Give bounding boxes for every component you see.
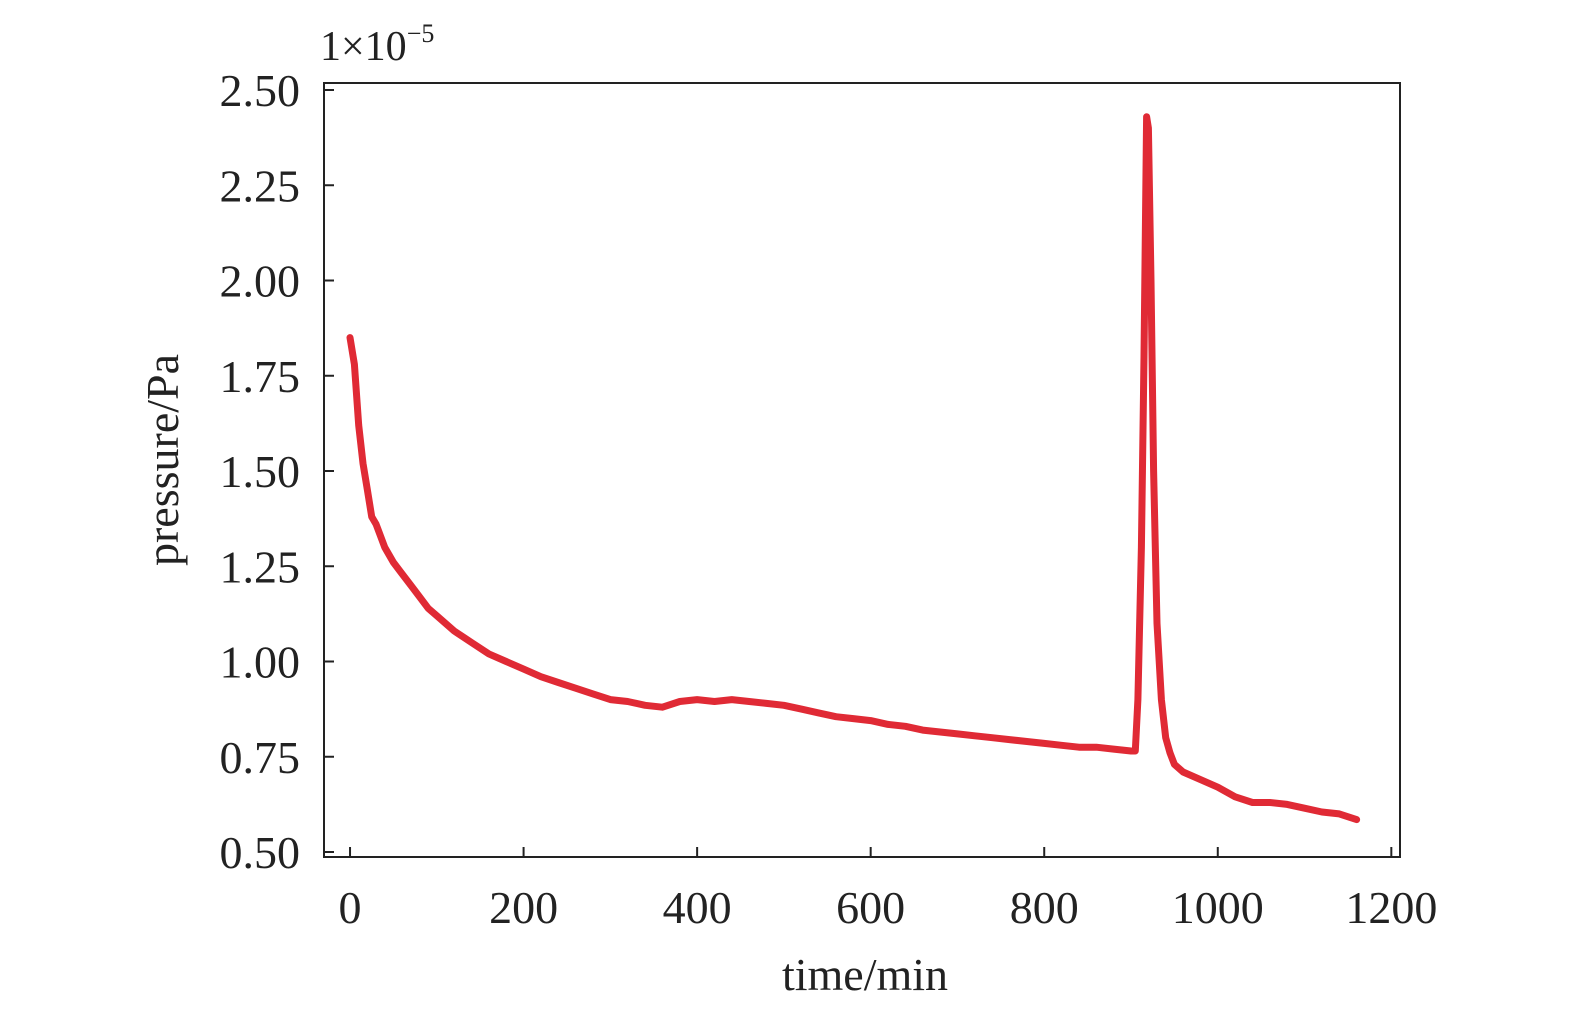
plot-frame xyxy=(323,82,1401,858)
y-tick-label: 1.00 xyxy=(220,637,301,688)
y-tick-label: 1.75 xyxy=(220,351,301,402)
y-axis-multiplier-base: 1×10 xyxy=(320,24,407,70)
x-tick-label: 600 xyxy=(836,882,905,933)
x-axis-title: time/min xyxy=(782,949,948,1000)
y-tick-label: 0.50 xyxy=(220,827,301,878)
y-tick-label: 0.75 xyxy=(220,732,301,783)
x-tick-label: 200 xyxy=(489,882,558,933)
x-tick-label: 400 xyxy=(663,882,732,933)
y-axis-ticks: 0.50 0.75 1.00 1.25 1.50 1.75 2.00 2.25 2.50 xyxy=(220,65,334,878)
y-tick-label: 1.25 xyxy=(220,541,301,592)
y-tick-label: 2.00 xyxy=(220,256,301,307)
x-tick-label: 800 xyxy=(1010,882,1079,933)
y-axis-title: pressure/Pa xyxy=(137,354,188,566)
x-axis-ticks: 0 200 400 600 800 1000 1200 xyxy=(339,847,1437,933)
pressure-series-line xyxy=(346,113,1361,824)
y-axis-multiplier: 1×10−5 xyxy=(320,19,434,70)
y-tick-label: 2.25 xyxy=(220,160,301,211)
y-tick-label: 2.50 xyxy=(220,65,301,116)
series-layer xyxy=(346,113,1361,824)
x-tick-label: 0 xyxy=(339,882,362,933)
x-tick-label: 1000 xyxy=(1172,882,1264,933)
y-axis-multiplier-exponent: −5 xyxy=(407,19,435,48)
x-tick-label: 1200 xyxy=(1345,882,1437,933)
y-tick-label: 1.50 xyxy=(220,446,301,497)
